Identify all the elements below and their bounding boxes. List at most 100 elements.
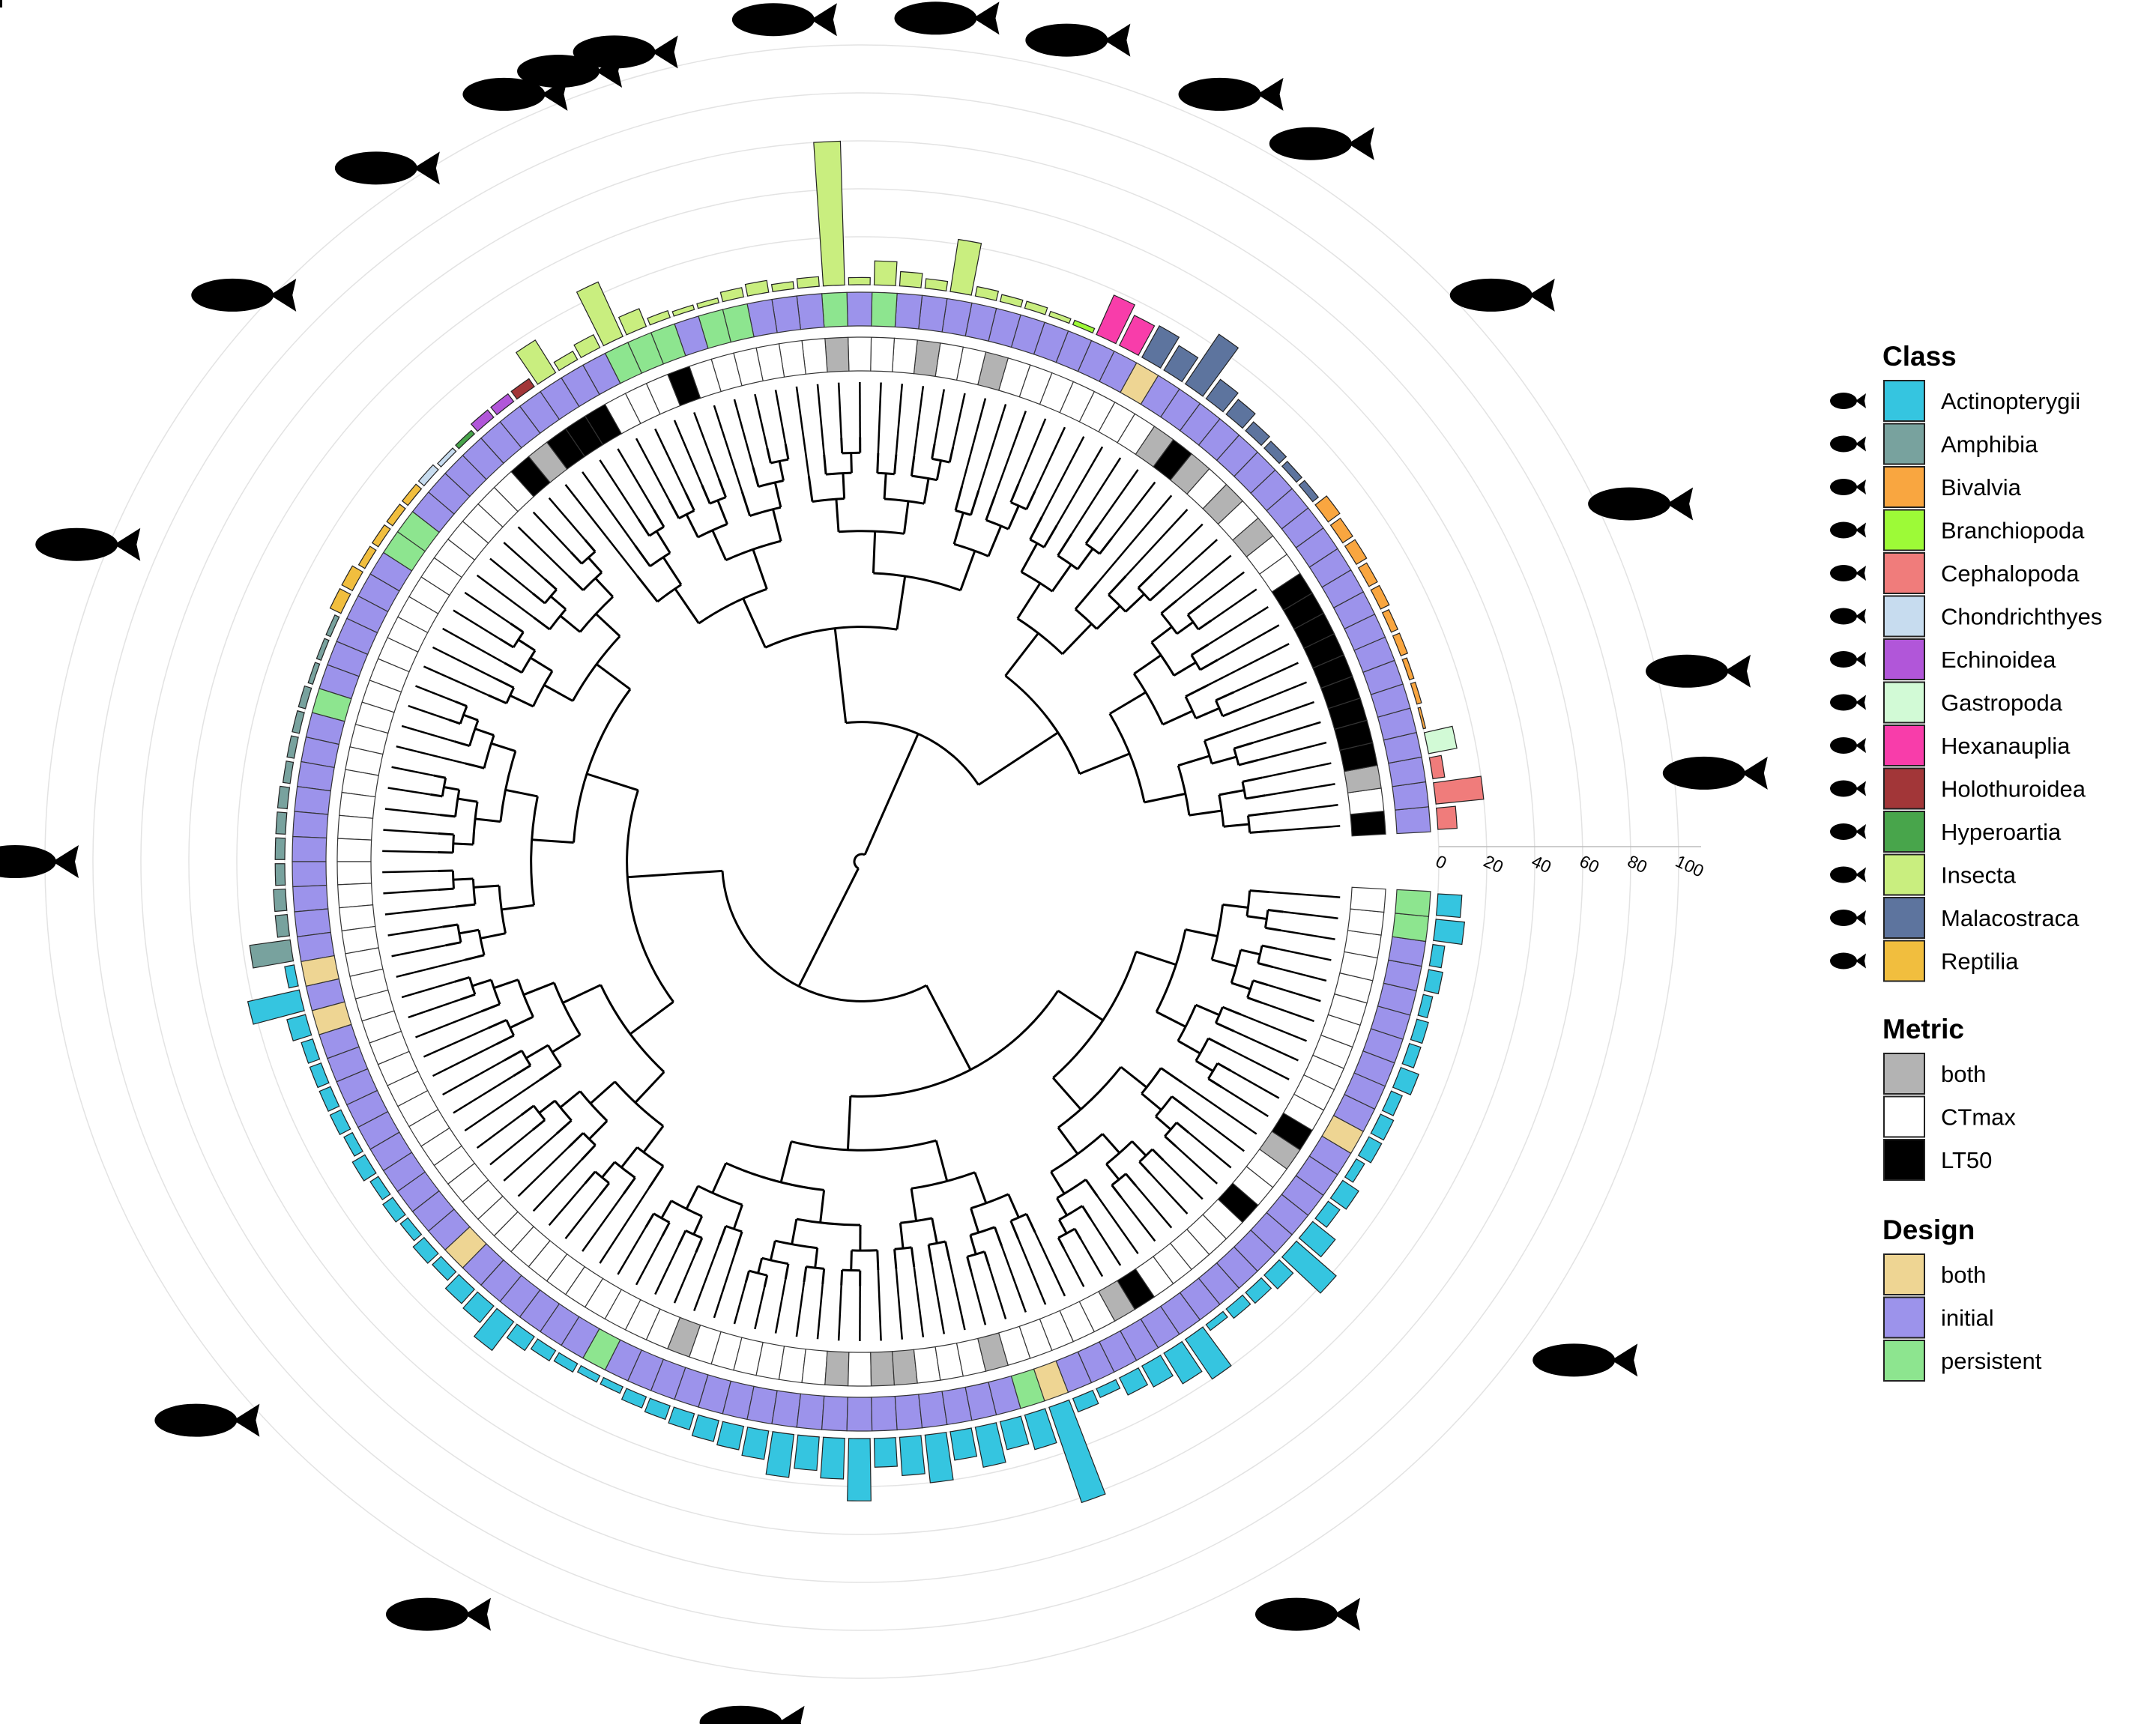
tree-branch — [396, 958, 465, 979]
tree-branch — [913, 1267, 925, 1337]
tree-branch — [895, 384, 904, 455]
tree-branch — [1242, 776, 1263, 783]
class-bar — [691, 1414, 719, 1442]
legend-label: Actinopterygii — [1941, 388, 2080, 414]
legend-item: initial — [1883, 1296, 1994, 1339]
tree-arc — [530, 796, 539, 906]
design-cell — [292, 811, 329, 839]
tree-arc — [594, 1170, 610, 1185]
tree-arc — [697, 1185, 743, 1206]
class-bar — [401, 483, 423, 506]
tree-branch — [635, 438, 671, 501]
legend-swatch — [1883, 940, 1925, 982]
metric-cell — [336, 861, 372, 886]
sea-cucumber-icon — [1830, 780, 1866, 797]
tree-arc — [774, 1239, 818, 1250]
tree-branch — [1198, 620, 1213, 631]
tree-branch — [1135, 950, 1177, 967]
tree-arc — [1210, 904, 1225, 961]
tree-branch — [966, 1256, 973, 1272]
class-bar — [873, 260, 898, 286]
tree-branch — [408, 704, 450, 721]
tree-arc — [1050, 1133, 1104, 1173]
tree-arc — [459, 705, 468, 725]
tree-branch — [1009, 483, 1020, 503]
iguana-icon — [1830, 952, 1866, 970]
tree-branch — [713, 405, 743, 492]
tree-branch — [977, 731, 1059, 786]
tree-branch — [415, 685, 456, 703]
legend-title-design: Design — [1882, 1215, 1975, 1245]
tree-arc — [967, 1250, 985, 1258]
tree-branch — [503, 542, 546, 580]
class-bar — [1381, 1090, 1403, 1116]
tree-arc — [970, 1226, 996, 1236]
tree-branch — [384, 905, 456, 916]
tree-arc — [1233, 748, 1240, 766]
tree-branch — [1096, 605, 1121, 630]
tree-branch — [582, 1193, 625, 1252]
tree-branch — [1211, 958, 1237, 968]
class-bar — [329, 587, 351, 614]
tree-branch — [1102, 1133, 1121, 1154]
tree-branch — [588, 557, 603, 573]
tree-arc — [512, 631, 525, 648]
tree-branch — [476, 574, 535, 619]
legend-item: Gastropoda — [1830, 681, 2063, 724]
metric-cell — [870, 1351, 896, 1387]
class-bar — [576, 1364, 601, 1383]
class-bar — [1024, 1408, 1057, 1451]
tree-arc — [671, 1200, 703, 1218]
tree-branch — [1120, 1197, 1156, 1242]
tree-branch — [797, 868, 860, 987]
tree-branch — [910, 456, 916, 477]
tree-arc — [894, 1246, 912, 1250]
tree-branch — [1160, 1067, 1183, 1084]
tree-branch — [910, 1188, 918, 1221]
legend-label: CTmax — [1941, 1104, 2016, 1131]
class-bar — [999, 294, 1024, 308]
octopus-icon — [1830, 565, 1866, 581]
tree-branch — [391, 944, 446, 958]
tree-arc — [490, 979, 501, 1005]
tree-arc — [698, 587, 767, 625]
tree-branch — [644, 1213, 655, 1228]
tree-branch — [1176, 621, 1195, 635]
tree-branch — [1261, 944, 1278, 950]
tree-branch — [711, 1162, 728, 1194]
tree-branch — [517, 1146, 570, 1197]
tree-branch — [495, 677, 515, 689]
tree-branch — [1057, 533, 1073, 557]
tree-branch — [1105, 1163, 1120, 1181]
tree-branch — [1096, 494, 1173, 585]
tree-arc — [579, 1090, 609, 1122]
tree-branch — [430, 793, 443, 798]
tree-branch — [816, 1283, 824, 1340]
class-bar — [1141, 325, 1180, 369]
shrimp-icon — [1449, 278, 1555, 312]
shark-icon — [334, 151, 440, 185]
tree-branch — [1080, 1238, 1104, 1277]
tree-arc — [853, 853, 866, 870]
class-bar — [974, 285, 1000, 301]
tree-arc — [1075, 608, 1098, 630]
tree-branch — [1111, 481, 1156, 539]
tree-branch — [701, 485, 711, 504]
tree-branch — [1057, 1219, 1068, 1234]
tree-branch — [769, 1240, 776, 1261]
tree-arc — [953, 542, 989, 557]
metric-cell — [848, 1352, 872, 1387]
legend-title-metric: Metric — [1882, 1014, 1964, 1044]
tree-branch — [382, 870, 438, 874]
tree-arc — [477, 929, 486, 956]
design-cell — [871, 291, 898, 328]
radial-axis: 0 20 40 60 80 100 — [1433, 846, 1707, 881]
tree-arc — [970, 1193, 1009, 1210]
tree-branch — [487, 1018, 507, 1029]
legend-item: Hexanauplia — [1830, 725, 2071, 766]
legend-label: persistent — [1941, 1348, 2042, 1374]
legend-item: Actinopterygii — [1830, 380, 2080, 422]
tree-branch — [455, 701, 468, 707]
tree-branch — [662, 556, 683, 586]
